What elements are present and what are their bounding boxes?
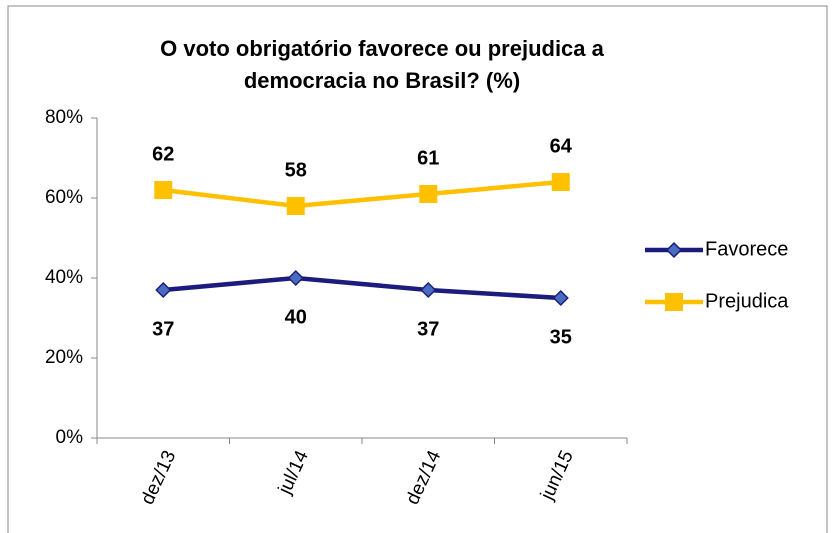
point-marker <box>287 269 304 287</box>
legend-marker <box>665 241 683 259</box>
x-tick-label: dez/13 <box>137 447 180 508</box>
legend-label: Favorece <box>705 238 788 260</box>
data-label: 40 <box>285 306 307 328</box>
chart-title: O voto obrigatório favorece ou prejudica… <box>160 36 605 61</box>
x-tick-label: jul/14 <box>274 447 313 498</box>
series-line <box>163 275 561 301</box>
y-tick-label: 60% <box>45 187 83 208</box>
chart-border <box>7 5 828 533</box>
y-tick-label: 0% <box>56 427 84 448</box>
data-label: 37 <box>152 318 174 340</box>
data-label: 37 <box>417 318 439 340</box>
data-label: 62 <box>152 143 174 165</box>
legend-label: Prejudica <box>705 290 789 312</box>
data-label: 61 <box>417 147 439 169</box>
chart-title: democracia no Brasil? (%) <box>244 68 520 93</box>
y-tick-label: 20% <box>45 347 83 368</box>
legend-marker <box>665 293 683 311</box>
point-marker <box>420 281 437 299</box>
point-marker <box>551 173 570 191</box>
point-marker <box>286 197 305 215</box>
series-line <box>162 179 561 209</box>
data-label: 58 <box>285 159 307 181</box>
y-tick-label: 80% <box>45 107 83 128</box>
point-marker <box>552 289 569 307</box>
y-tick-label: 40% <box>45 267 83 288</box>
data-label: 64 <box>550 135 573 157</box>
x-tick-label: jun/15 <box>536 447 577 504</box>
data-label: 35 <box>550 326 572 348</box>
point-marker <box>419 185 438 203</box>
x-tick-label: dez/14 <box>402 447 445 508</box>
point-marker <box>155 281 172 299</box>
point-marker <box>154 181 173 199</box>
